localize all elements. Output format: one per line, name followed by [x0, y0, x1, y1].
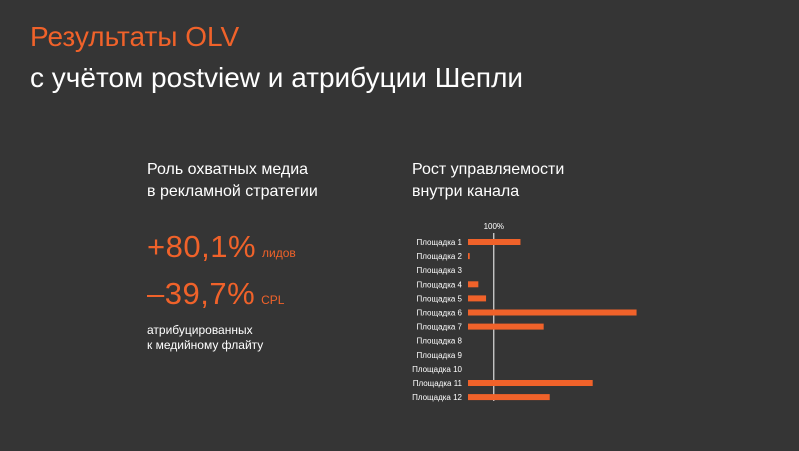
cpl-stat-value: –39,7%: [147, 276, 256, 311]
left-heading-line1: Роль охватных медиа: [147, 161, 309, 178]
reference-label: 100%: [484, 222, 504, 231]
attribution-note-line1: атрибуцированных: [147, 323, 253, 337]
category-label: Площадка 6: [417, 309, 463, 318]
category-label: Площадка 5: [417, 294, 463, 303]
bar: [468, 394, 550, 401]
attribution-note-line2: к медийному флайту: [147, 338, 264, 352]
bar: [468, 253, 470, 260]
right-heading-line2: внутри канала: [412, 183, 520, 200]
category-label: Площадка 1: [417, 238, 463, 247]
cpl-stat: –39,7% CPL: [147, 276, 284, 312]
leads-stat: +80,1% лидов: [147, 229, 296, 265]
category-label: Площадка 7: [417, 323, 463, 332]
category-label: Площадка 11: [413, 379, 463, 388]
left-heading: Роль охватных медиа в рекламной стратеги…: [147, 159, 318, 203]
bar: [468, 323, 544, 330]
leads-stat-value: +80,1%: [147, 229, 257, 264]
category-label: Площадка 10: [412, 365, 462, 374]
bar: [468, 309, 637, 316]
leads-stat-unit: лидов: [262, 246, 296, 260]
bar: [468, 281, 479, 288]
left-heading-line2: в рекламной стратегии: [147, 183, 318, 200]
right-heading: Рост управляемости внутри канала: [412, 159, 564, 203]
bar: [468, 295, 487, 302]
bar: [468, 380, 593, 386]
category-label: Площадка 2: [417, 252, 463, 261]
slide-subtitle: с учётом postview и атрибуции Шепли: [30, 62, 524, 93]
category-label: Площадка 9: [417, 351, 463, 360]
category-label: Площадка 8: [417, 337, 463, 346]
attribution-note: атрибуцированных к медийному флайту: [147, 323, 263, 353]
bar: [468, 239, 521, 245]
category-label: Площадка 12: [412, 393, 462, 402]
category-label: Площадка 4: [417, 280, 463, 289]
right-heading-line1: Рост управляемости: [412, 161, 565, 178]
slide-title: Результаты OLV: [30, 21, 240, 52]
cpl-stat-unit: CPL: [261, 293, 285, 307]
category-label: Площадка 3: [417, 266, 463, 275]
